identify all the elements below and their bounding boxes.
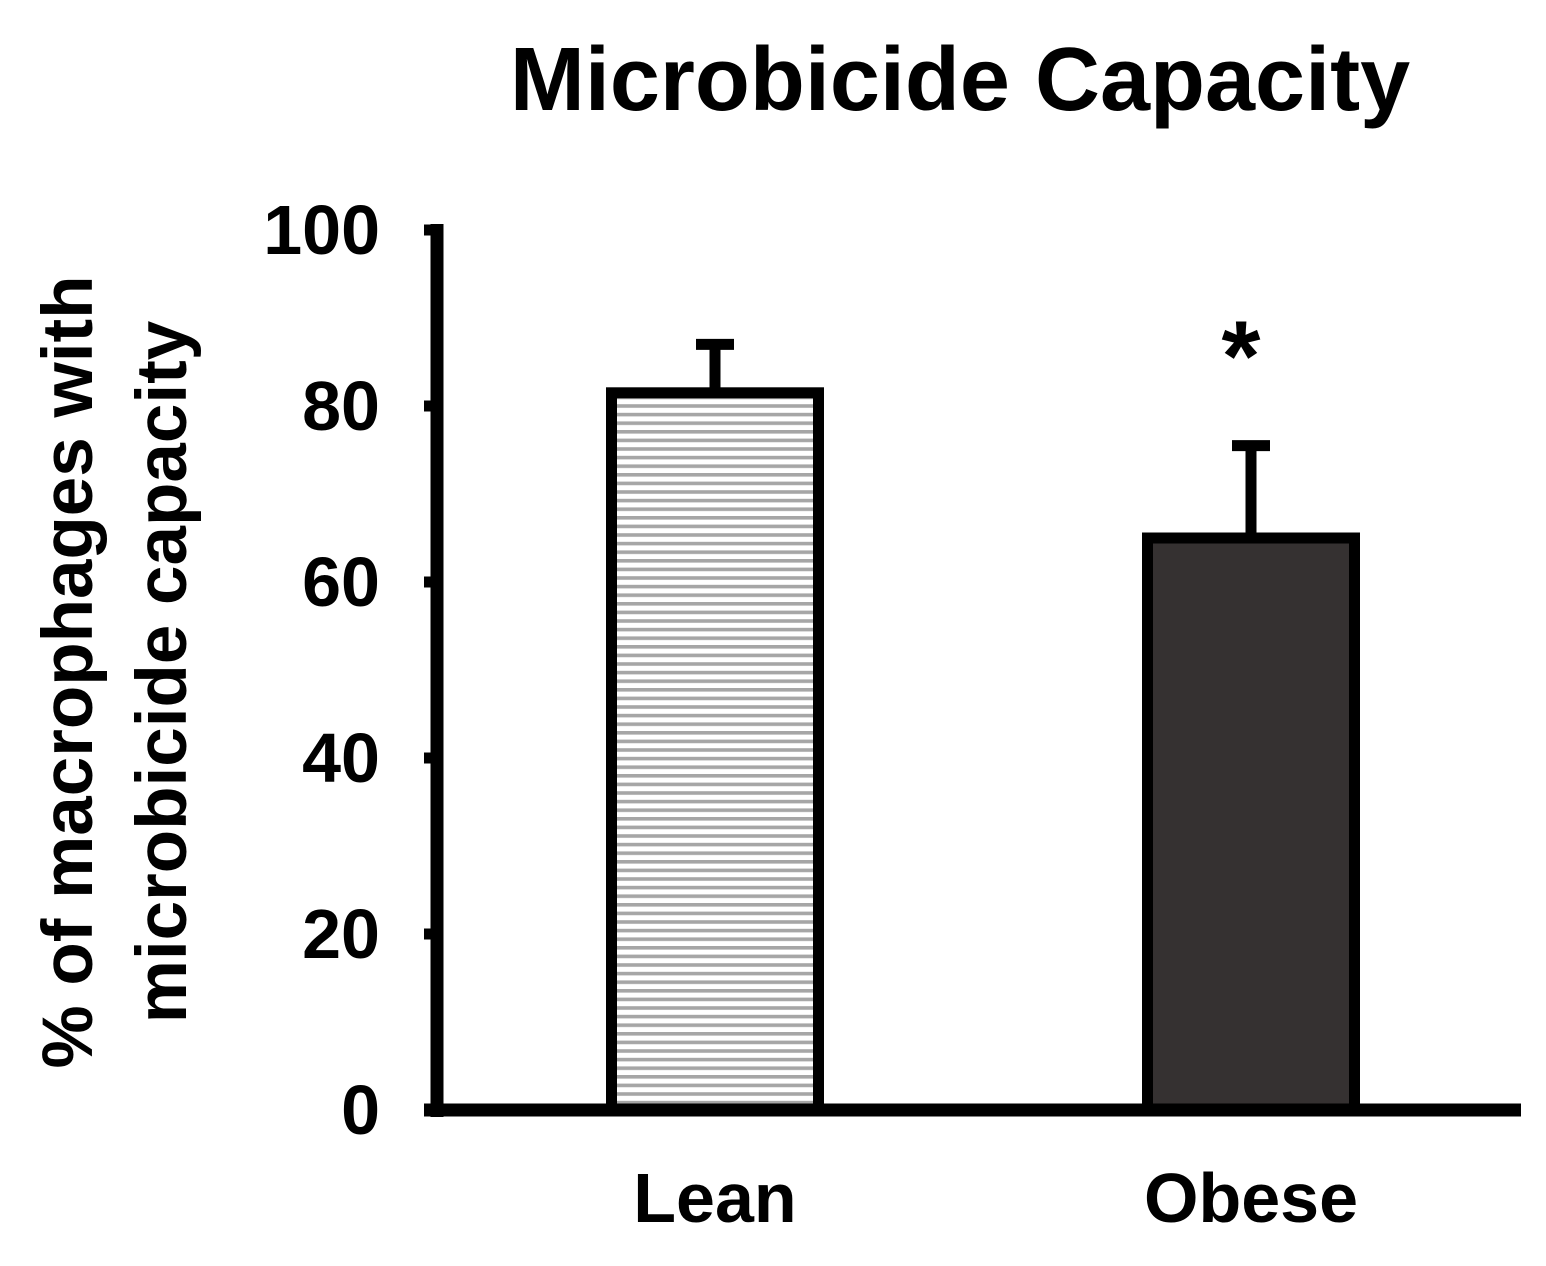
y-tick-label: 20 [302,895,380,973]
y-axis-ticks: 0 20 40 60 80 100 [263,191,443,1149]
x-tick-label-obese: Obese [1144,1159,1358,1237]
bar-obese [1142,532,1360,1116]
y-tick-label: 60 [302,543,380,621]
y-axis-label-line-1: % of macrophages with [29,276,108,1069]
y-tick-label: 40 [302,719,380,797]
y-axis-label-line-2: microbicide capacity [123,320,202,1023]
bar-lean [606,387,824,1116]
bars: Lean Obese * [606,301,1360,1237]
y-tick-label: 0 [341,1071,380,1149]
chart-title: Microbicide Capacity [510,30,1410,130]
y-tick-label: 100 [263,191,380,269]
x-tick-label-lean: Lean [633,1159,796,1237]
significance-asterisk: * [1222,301,1261,413]
y-tick-label: 80 [302,367,380,445]
